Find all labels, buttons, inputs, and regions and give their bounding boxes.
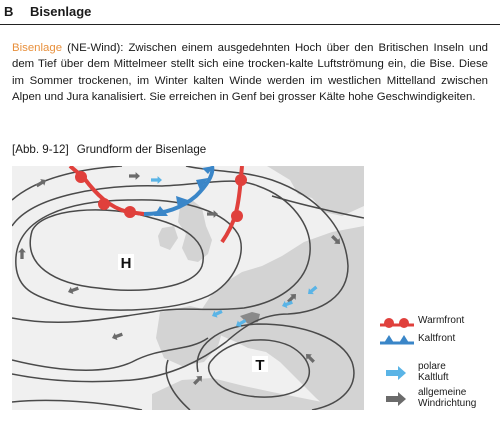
cold-air-arrow	[236, 319, 247, 328]
isobar	[271, 195, 364, 219]
wind-arrow	[331, 235, 340, 244]
isobar	[12, 399, 143, 410]
wind-arrow	[306, 354, 315, 363]
warm-front	[68, 166, 145, 218]
isobar	[12, 166, 123, 201]
cold-front	[143, 166, 215, 216]
isobar	[12, 166, 349, 383]
general-wind-arrows	[18, 172, 340, 385]
intro-paragraph: Bisenlage (NE-Wind): Zwischen einem ausg…	[12, 40, 488, 106]
high-pressure-symbol: H	[118, 254, 134, 272]
legend-warmfront: Warmfront	[380, 315, 500, 329]
intro-keyword: Bisenlage	[12, 42, 63, 54]
wind-arrow	[193, 376, 202, 385]
general-wind-arrow-icon	[386, 392, 406, 406]
isobar	[12, 337, 209, 371]
section-header: B Bisenlage	[0, 0, 500, 25]
legend-general-wind: allgemeine Windrichtung	[380, 387, 500, 411]
wind-arrow	[207, 210, 218, 218]
legend-polar-air: polare Kaltluft	[380, 361, 500, 385]
legend-polar-line2: Kaltluft	[418, 372, 449, 383]
kaltfront-symbol	[380, 335, 414, 345]
legend-kaltfront-label: Kaltfront	[418, 333, 456, 344]
svg-text:H: H	[121, 255, 132, 272]
section-title: Bisenlage	[30, 4, 92, 19]
wind-arrow	[287, 294, 296, 303]
isobar	[196, 323, 355, 410]
wind-arrow	[112, 332, 123, 341]
isobar	[207, 339, 311, 398]
isobar	[15, 199, 242, 311]
wind-arrow	[35, 179, 46, 188]
weather-map: H T	[12, 166, 364, 410]
wind-arrow	[68, 286, 79, 295]
wind-arrow	[129, 172, 140, 180]
cold-air-arrow	[212, 309, 223, 318]
legend-kaltfront: Kaltfront	[380, 333, 500, 347]
isobar	[12, 180, 311, 323]
cold-air-arrow	[308, 285, 318, 295]
wind-arrow	[18, 248, 26, 260]
landmass	[152, 166, 364, 410]
map-legend: Warmfront Kaltfront polare Kaltluft allg…	[380, 315, 500, 415]
isobar	[29, 209, 204, 291]
isobar	[165, 359, 191, 410]
isobars	[12, 166, 364, 410]
svg-text:T: T	[255, 357, 264, 374]
figure-label: [Abb. 9-12]	[12, 143, 69, 156]
cold-air-arrow	[282, 300, 293, 309]
intro-text: (NE-Wind): Zwischen einem ausgedehnten H…	[12, 42, 488, 104]
polar-air-arrows	[151, 176, 318, 328]
figure-title: Grundform der Bisenlage	[76, 143, 207, 156]
polar-air-arrow-icon	[386, 366, 406, 380]
legend-general-line2: Windrichtung	[418, 398, 477, 409]
cold-air-arrow	[151, 176, 162, 184]
legend-general-line1: allgemeine	[418, 387, 467, 398]
warm-front	[220, 166, 247, 244]
low-pressure-symbol: T	[252, 356, 268, 374]
legend-warmfront-label: Warmfront	[418, 315, 465, 326]
legend-polar-line1: polare	[418, 361, 446, 372]
section-letter: B	[4, 4, 14, 19]
figure-caption: [Abb. 9-12] Grundform der Bisenlage	[12, 143, 206, 156]
warmfront-symbol	[380, 318, 414, 328]
